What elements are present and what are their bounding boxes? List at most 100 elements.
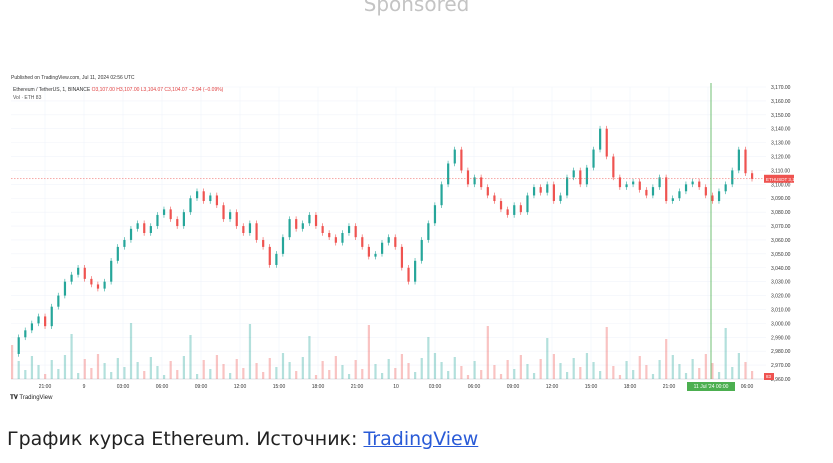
- caption-text: График курса Ethereum. Источник:: [7, 428, 364, 450]
- volume-bar: [724, 328, 727, 379]
- candle-body: [407, 267, 410, 282]
- volume-bar: [552, 354, 555, 379]
- volume-bar: [658, 360, 661, 379]
- volume-bar: [288, 362, 291, 379]
- volume-bar: [480, 370, 483, 379]
- volume-bar: [17, 361, 20, 379]
- volume-bar: [143, 371, 146, 379]
- volume-bar: [308, 336, 311, 379]
- volume-bar: [321, 361, 324, 379]
- candle-body: [136, 223, 139, 229]
- price-tag-label: ETHUSDT 3,104.07: [766, 177, 798, 182]
- x-tick-label: 21:00: [39, 384, 52, 390]
- volume-bar: [57, 369, 60, 379]
- candle-body: [63, 281, 67, 296]
- candle-body: [334, 237, 337, 243]
- candle-body: [169, 209, 172, 220]
- candle-body: [381, 242, 384, 254]
- volume-bar: [625, 361, 628, 379]
- y-tick-label: 3,160.00: [771, 99, 791, 105]
- volume-bar: [665, 339, 668, 379]
- candle-body: [691, 181, 694, 185]
- y-tick-label: 3,040.00: [771, 266, 791, 272]
- candle-body: [731, 170, 734, 185]
- y-tick-label: 3,010.00: [771, 307, 791, 313]
- volume-bar: [96, 354, 100, 379]
- volume-bar: [367, 325, 370, 379]
- x-tick-label: 12:00: [234, 384, 247, 390]
- volume-bar: [281, 353, 285, 379]
- candle-body: [77, 267, 80, 275]
- candle-body: [235, 212, 238, 227]
- candle-body: [737, 149, 740, 171]
- candle-body: [24, 330, 27, 338]
- volume-bar: [638, 356, 641, 379]
- candle-body: [394, 237, 397, 247]
- volume-tag-label: 83: [766, 374, 772, 379]
- candle-body: [176, 219, 179, 227]
- candle-body: [466, 170, 470, 185]
- candle-body: [704, 187, 707, 196]
- volume-bar: [612, 366, 615, 379]
- candle-body: [116, 246, 119, 261]
- candle-body: [665, 177, 668, 202]
- volume-bar: [698, 368, 701, 379]
- y-tick-label: 3,070.00: [771, 224, 791, 230]
- volume-bar: [275, 367, 278, 379]
- tradingview-chart[interactable]: 3,170.00 3,160.00 3,150.00 3,140.00 3,130.00…: [8, 73, 798, 405]
- volume-bar: [420, 358, 423, 379]
- y-tick-label: 3,110.00: [771, 168, 790, 174]
- volume-bar: [506, 360, 509, 379]
- candle-body: [143, 223, 146, 233]
- volume-bar: [248, 324, 252, 379]
- y-tick-label: 3,020.00: [771, 294, 791, 300]
- volume-bar: [116, 358, 119, 379]
- volume-bar: [539, 359, 542, 379]
- volume-bar: [11, 345, 14, 379]
- candle-body: [70, 274, 73, 282]
- candle-body: [301, 223, 304, 229]
- x-tick-label: 10: [393, 384, 399, 390]
- candle-body: [202, 191, 205, 202]
- chart-legend: Ethereum / TetherUS, 1, BINANCE O3,107.0…: [13, 86, 223, 102]
- x-tick-label: 15:00: [273, 384, 286, 390]
- candle-body: [268, 246, 271, 265]
- tradingview-logo: 𝐓𝐕 TradingView: [10, 395, 53, 401]
- volume-bar: [103, 363, 106, 379]
- candle-body: [156, 214, 159, 227]
- volume-bar: [242, 368, 245, 379]
- x-tick-label: 06:00: [468, 384, 481, 390]
- candle-body: [684, 184, 688, 192]
- candle-body: [427, 223, 430, 240]
- y-tick-label: 3,120.00: [771, 155, 791, 161]
- candle-body: [189, 198, 192, 213]
- candle-body: [447, 163, 450, 185]
- volume-bar: [361, 369, 364, 379]
- candle-body: [341, 233, 344, 243]
- volume-bar: [182, 356, 185, 379]
- candle-body: [222, 205, 225, 220]
- volume-bar: [50, 360, 53, 379]
- y-tick-label: 3,150.00: [771, 113, 791, 119]
- volume-bar: [704, 354, 707, 379]
- volume-bar: [407, 363, 410, 379]
- volume-bar: [466, 375, 470, 379]
- candle-body: [30, 323, 34, 331]
- candle-body: [658, 177, 661, 188]
- candle-body: [698, 181, 701, 188]
- candle-body: [724, 184, 727, 192]
- volume-bar: [222, 364, 225, 379]
- price-chart-svg[interactable]: 3,170.00 3,160.00 3,150.00 3,140.00 3,130.00…: [8, 73, 798, 405]
- tradingview-link[interactable]: TradingView: [363, 428, 479, 450]
- volume-bar: [632, 370, 635, 379]
- candle-body: [361, 237, 364, 247]
- volume-bar: [255, 363, 258, 379]
- volume-bar: [381, 373, 384, 379]
- volume-bar: [229, 373, 232, 379]
- volume-bar: [268, 358, 271, 379]
- volume-bar: [347, 374, 351, 379]
- candle-body: [162, 209, 166, 215]
- volume-bar: [314, 375, 318, 379]
- volume-bar: [77, 373, 80, 379]
- candle-body: [546, 184, 549, 193]
